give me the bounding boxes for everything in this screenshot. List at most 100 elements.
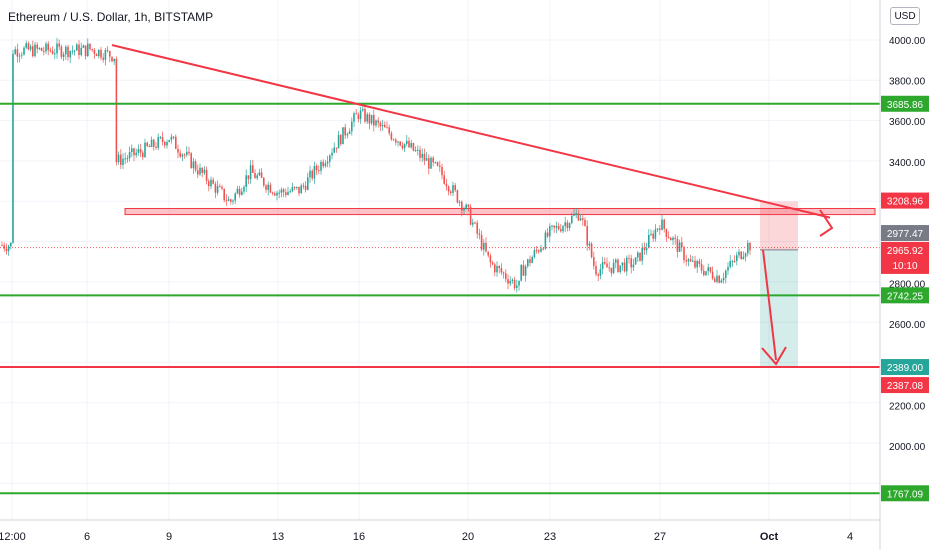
candle-body	[472, 222, 474, 225]
candle-body	[551, 225, 553, 227]
candle-body	[368, 114, 371, 124]
y-tick-label: 3800.00	[889, 77, 926, 88]
price-tag-2389.00	[881, 359, 929, 376]
candle-body	[291, 186, 294, 192]
price-tag-2742.25	[881, 287, 929, 304]
candle-body	[278, 192, 280, 194]
candle-body	[432, 157, 434, 163]
candle-body	[544, 232, 547, 249]
candle-body	[102, 57, 104, 60]
x-tick-label: Oct	[760, 531, 779, 543]
candle-body	[265, 185, 267, 190]
candle-body	[650, 233, 652, 235]
candle-body	[566, 222, 569, 229]
candle-body	[612, 262, 615, 273]
candle-body	[678, 242, 681, 252]
y-tick-label: 2600.00	[889, 320, 926, 331]
candle-body	[711, 271, 714, 279]
candle-body	[729, 260, 731, 267]
candle-body	[320, 161, 322, 171]
position-zones	[760, 201, 798, 368]
candle-body	[318, 170, 320, 172]
candle-body	[238, 188, 241, 195]
candle-body	[100, 49, 102, 58]
candle-body	[230, 199, 232, 202]
price-tag-label: 2387.08	[887, 381, 924, 392]
candle-body	[181, 154, 184, 157]
candle-body	[500, 268, 503, 273]
candle-body	[560, 229, 562, 232]
candle-body	[282, 189, 285, 193]
candle-body	[595, 265, 597, 275]
candle-body	[619, 265, 621, 272]
candle-body	[694, 260, 696, 268]
candle-body	[406, 140, 408, 144]
candle-body	[104, 50, 107, 60]
candle-body	[714, 278, 716, 282]
candle-body	[168, 140, 170, 142]
candle-body	[538, 250, 540, 252]
x-axis-panel[interactable]: 12:00 6 9 13 16 20 23 27 Oct 4	[0, 519, 880, 543]
candle-body	[747, 242, 749, 254]
price-tag-2387.08	[881, 377, 929, 394]
candle-body	[175, 136, 177, 149]
y-axis-panel[interactable]: 4000.00 3800.00 3600.00 3400.00 2800.00 2600.…	[879, 0, 926, 550]
candle-body	[742, 256, 745, 259]
candle-body	[461, 201, 463, 211]
candle-body	[476, 222, 478, 234]
candle-body	[73, 50, 76, 52]
candle-body	[617, 259, 619, 272]
candle-body	[419, 149, 421, 158]
candle-body	[450, 191, 452, 194]
candle-body	[78, 44, 80, 56]
candle-body	[7, 246, 10, 252]
candle-body	[494, 264, 496, 273]
candle-body	[518, 280, 520, 286]
candle-body	[223, 188, 225, 201]
x-tick-label: 16	[353, 531, 365, 543]
candle-body	[447, 186, 450, 192]
candle-body	[483, 242, 485, 250]
candle-body	[300, 185, 302, 194]
y-tick-label: 2000.00	[889, 442, 926, 453]
candle-body	[205, 169, 208, 181]
candle-body	[639, 252, 641, 261]
candle-body	[496, 266, 498, 273]
candle-body	[626, 257, 628, 272]
candle-body	[221, 186, 223, 189]
candle-body	[452, 185, 454, 194]
y-tick-label: 3600.00	[889, 117, 926, 128]
candle-body	[208, 180, 210, 187]
currency-button[interactable]: USD	[890, 7, 920, 25]
candle-body	[111, 56, 113, 62]
candle-body	[718, 275, 720, 283]
candle-body	[542, 248, 544, 250]
candle-body	[749, 242, 751, 251]
candle-body	[425, 158, 428, 161]
candle-body	[23, 47, 25, 55]
candle-body	[502, 272, 505, 274]
trend-annotations	[111, 44, 834, 366]
candle-body	[505, 273, 507, 280]
candle-body	[599, 268, 602, 276]
candle-body	[700, 264, 703, 271]
y-tick-label: 4000.00	[889, 36, 926, 47]
candle-body	[287, 191, 289, 196]
candle-body	[480, 235, 483, 250]
candle-body	[82, 45, 85, 48]
candle-body	[227, 199, 230, 201]
symbol-title: Ethereum / U.S. Dollar, 1h, BITSTAMP	[8, 10, 214, 24]
candle-body	[197, 170, 199, 175]
candle-body	[311, 170, 313, 179]
candle-body	[648, 234, 650, 248]
candle-body	[225, 200, 228, 202]
candle-body	[720, 280, 723, 283]
x-tick-label: 20	[462, 531, 474, 543]
candle-body	[271, 192, 274, 194]
candle-body	[313, 165, 316, 179]
candle-body	[115, 58, 118, 163]
candle-body	[27, 43, 30, 50]
candle-body	[410, 143, 412, 148]
candle-body	[456, 190, 459, 203]
